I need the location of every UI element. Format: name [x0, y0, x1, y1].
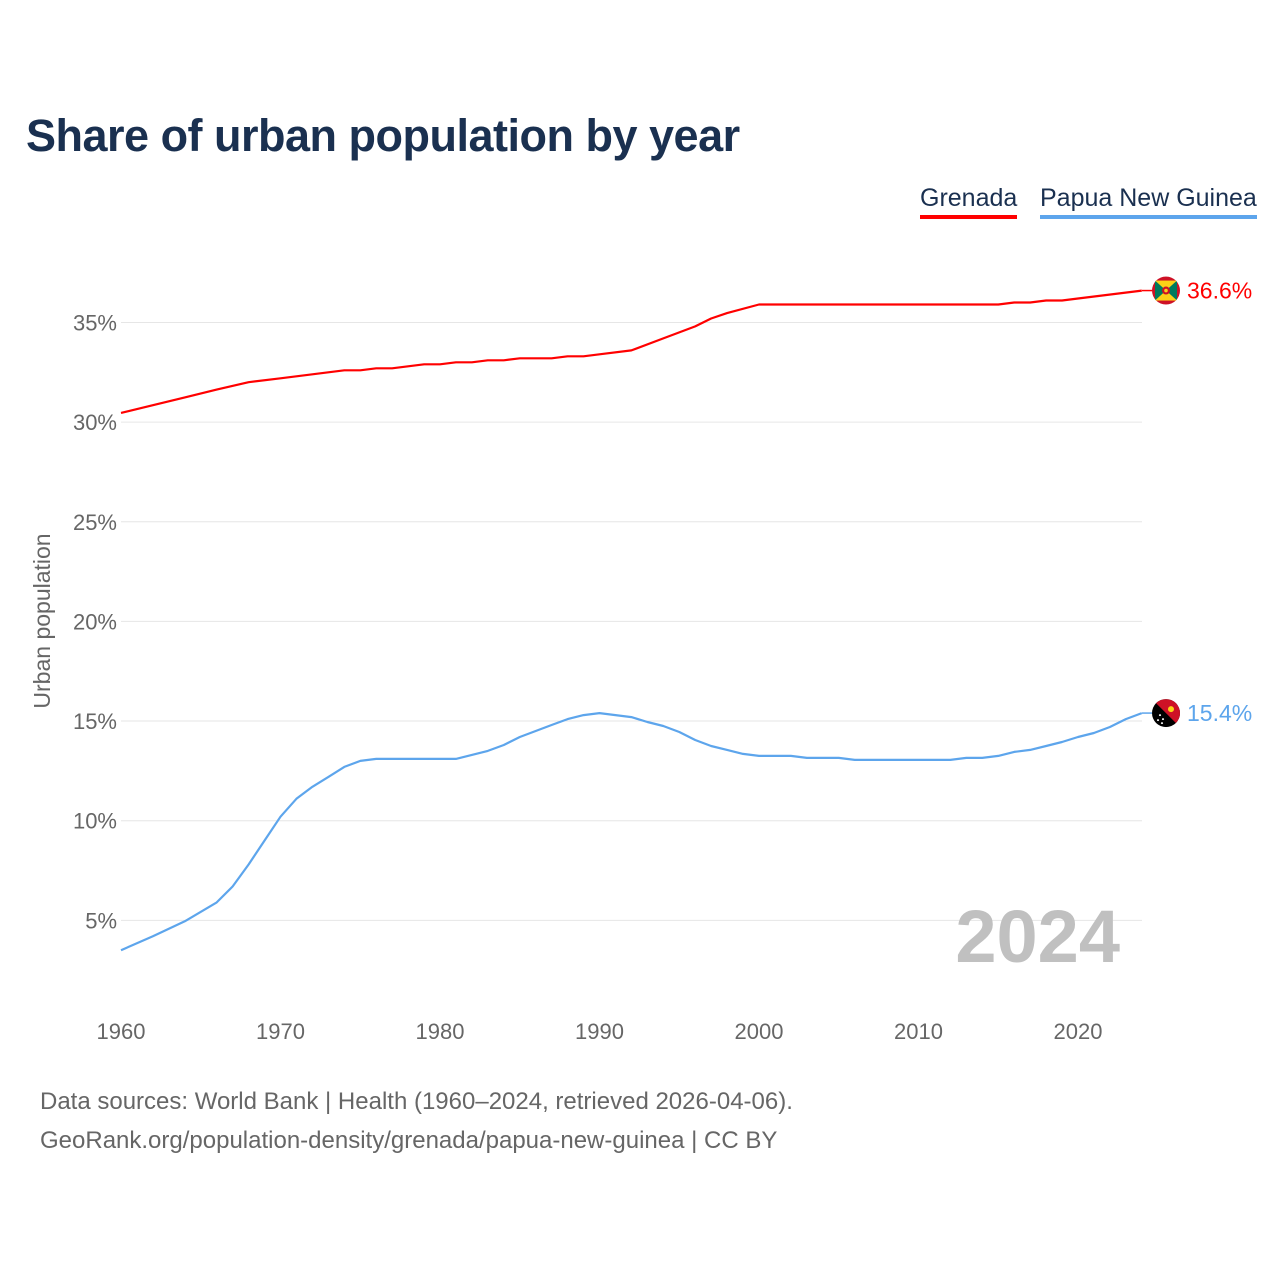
x-tick-label: 1990 [575, 1019, 624, 1044]
y-tick-label: 25% [73, 510, 117, 535]
papua-new-guinea-flag-icon [1152, 699, 1180, 728]
y-tick-label: 30% [73, 410, 117, 435]
y-axis-label: Urban population [29, 533, 55, 708]
source-line-1: Data sources: World Bank | Health (1960–… [40, 1088, 793, 1115]
chart-title: Share of urban population by year [26, 110, 740, 161]
y-tick-label: 20% [73, 609, 117, 634]
x-tick-label: 2010 [894, 1019, 943, 1044]
y-tick-label: 35% [73, 310, 117, 335]
x-tick-label: 1970 [256, 1019, 305, 1044]
end-value-label: 15.4% [1187, 700, 1252, 726]
x-tick-label: 1980 [416, 1019, 465, 1044]
series-line-grenada[interactable] [120, 289, 1142, 414]
y-tick-label: 5% [85, 908, 117, 933]
x-tick-label: 2000 [735, 1019, 784, 1044]
series-line-papua-new-guinea[interactable] [120, 711, 1143, 952]
x-tick-label: 2020 [1054, 1019, 1103, 1044]
end-value-label: 36.6% [1187, 278, 1252, 304]
y-tick-label: 10% [73, 809, 117, 834]
grenada-flag-icon [1152, 276, 1180, 305]
legend-item-papua-new-guinea[interactable]: Papua New Guinea [1040, 184, 1257, 219]
x-tick-label: 1960 [97, 1019, 146, 1044]
legend-item-grenada[interactable]: Grenada [920, 184, 1018, 219]
source-line-2[interactable]: GeoRank.org/population-density/grenada/p… [40, 1127, 778, 1154]
year-watermark: 2024 [955, 895, 1120, 978]
y-tick-label: 15% [73, 709, 117, 734]
